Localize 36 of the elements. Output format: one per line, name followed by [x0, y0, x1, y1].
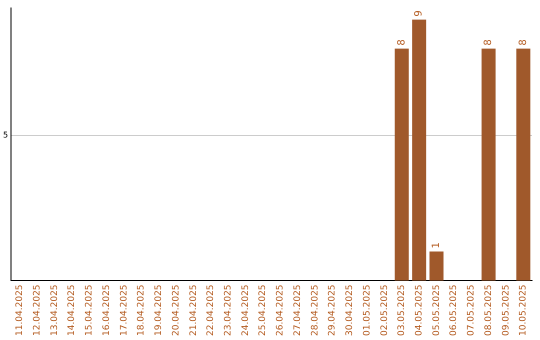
x-tick-label: 12.04.2025 — [32, 284, 42, 336]
data-label: 8 — [518, 39, 529, 46]
x-tick-label: 02.05.2025 — [380, 284, 390, 336]
x-tick-label: 24.04.2025 — [240, 284, 251, 336]
x-tick-label: 23.04.2025 — [223, 284, 234, 336]
x-tick-label: 14.04.2025 — [67, 284, 78, 336]
x-tick-label: 09.05.2025 — [501, 284, 512, 336]
x-tick-label: 06.05.2025 — [449, 284, 460, 336]
x-tick-label: 08.05.2025 — [484, 284, 494, 336]
x-tick-label: 10.05.2025 — [518, 284, 529, 336]
x-tick-label: 28.04.2025 — [310, 284, 320, 336]
data-label: 9 — [414, 10, 425, 17]
x-tick-label: 18.04.2025 — [136, 284, 147, 336]
x-tick-label: 03.05.2025 — [397, 284, 408, 336]
data-label: 8 — [483, 39, 494, 46]
x-tick-label: 26.04.2025 — [276, 284, 286, 336]
x-tick-label: 25.04.2025 — [258, 284, 268, 336]
x-tick-label: 19.04.2025 — [154, 284, 164, 336]
x-tick-label: 04.05.2025 — [414, 284, 424, 336]
x-tick-label: 11.04.2025 — [15, 284, 26, 336]
x-tick-label: 20.04.2025 — [171, 284, 182, 336]
x-tick-label: 01.05.2025 — [362, 284, 372, 336]
data-label: 1 — [431, 242, 442, 248]
x-tick-label: 13.04.2025 — [50, 284, 60, 336]
x-tick-label: 22.04.2025 — [206, 284, 216, 336]
x-tick-label: 27.04.2025 — [292, 284, 303, 336]
x-tick-label: 05.05.2025 — [432, 284, 442, 336]
x-tick-label: 17.04.2025 — [119, 284, 130, 336]
data-label: 8 — [396, 39, 408, 46]
x-tick-label: 07.05.2025 — [466, 284, 477, 336]
x-tick-label: 16.04.2025 — [102, 284, 112, 336]
x-tick-label: 15.04.2025 — [84, 284, 95, 336]
x-tick-label: 30.04.2025 — [345, 284, 356, 336]
x-tick-label: 21.04.2025 — [188, 284, 199, 336]
x-tick-label: 29.04.2025 — [328, 284, 338, 336]
y-tick-label: 5 — [2, 130, 8, 140]
